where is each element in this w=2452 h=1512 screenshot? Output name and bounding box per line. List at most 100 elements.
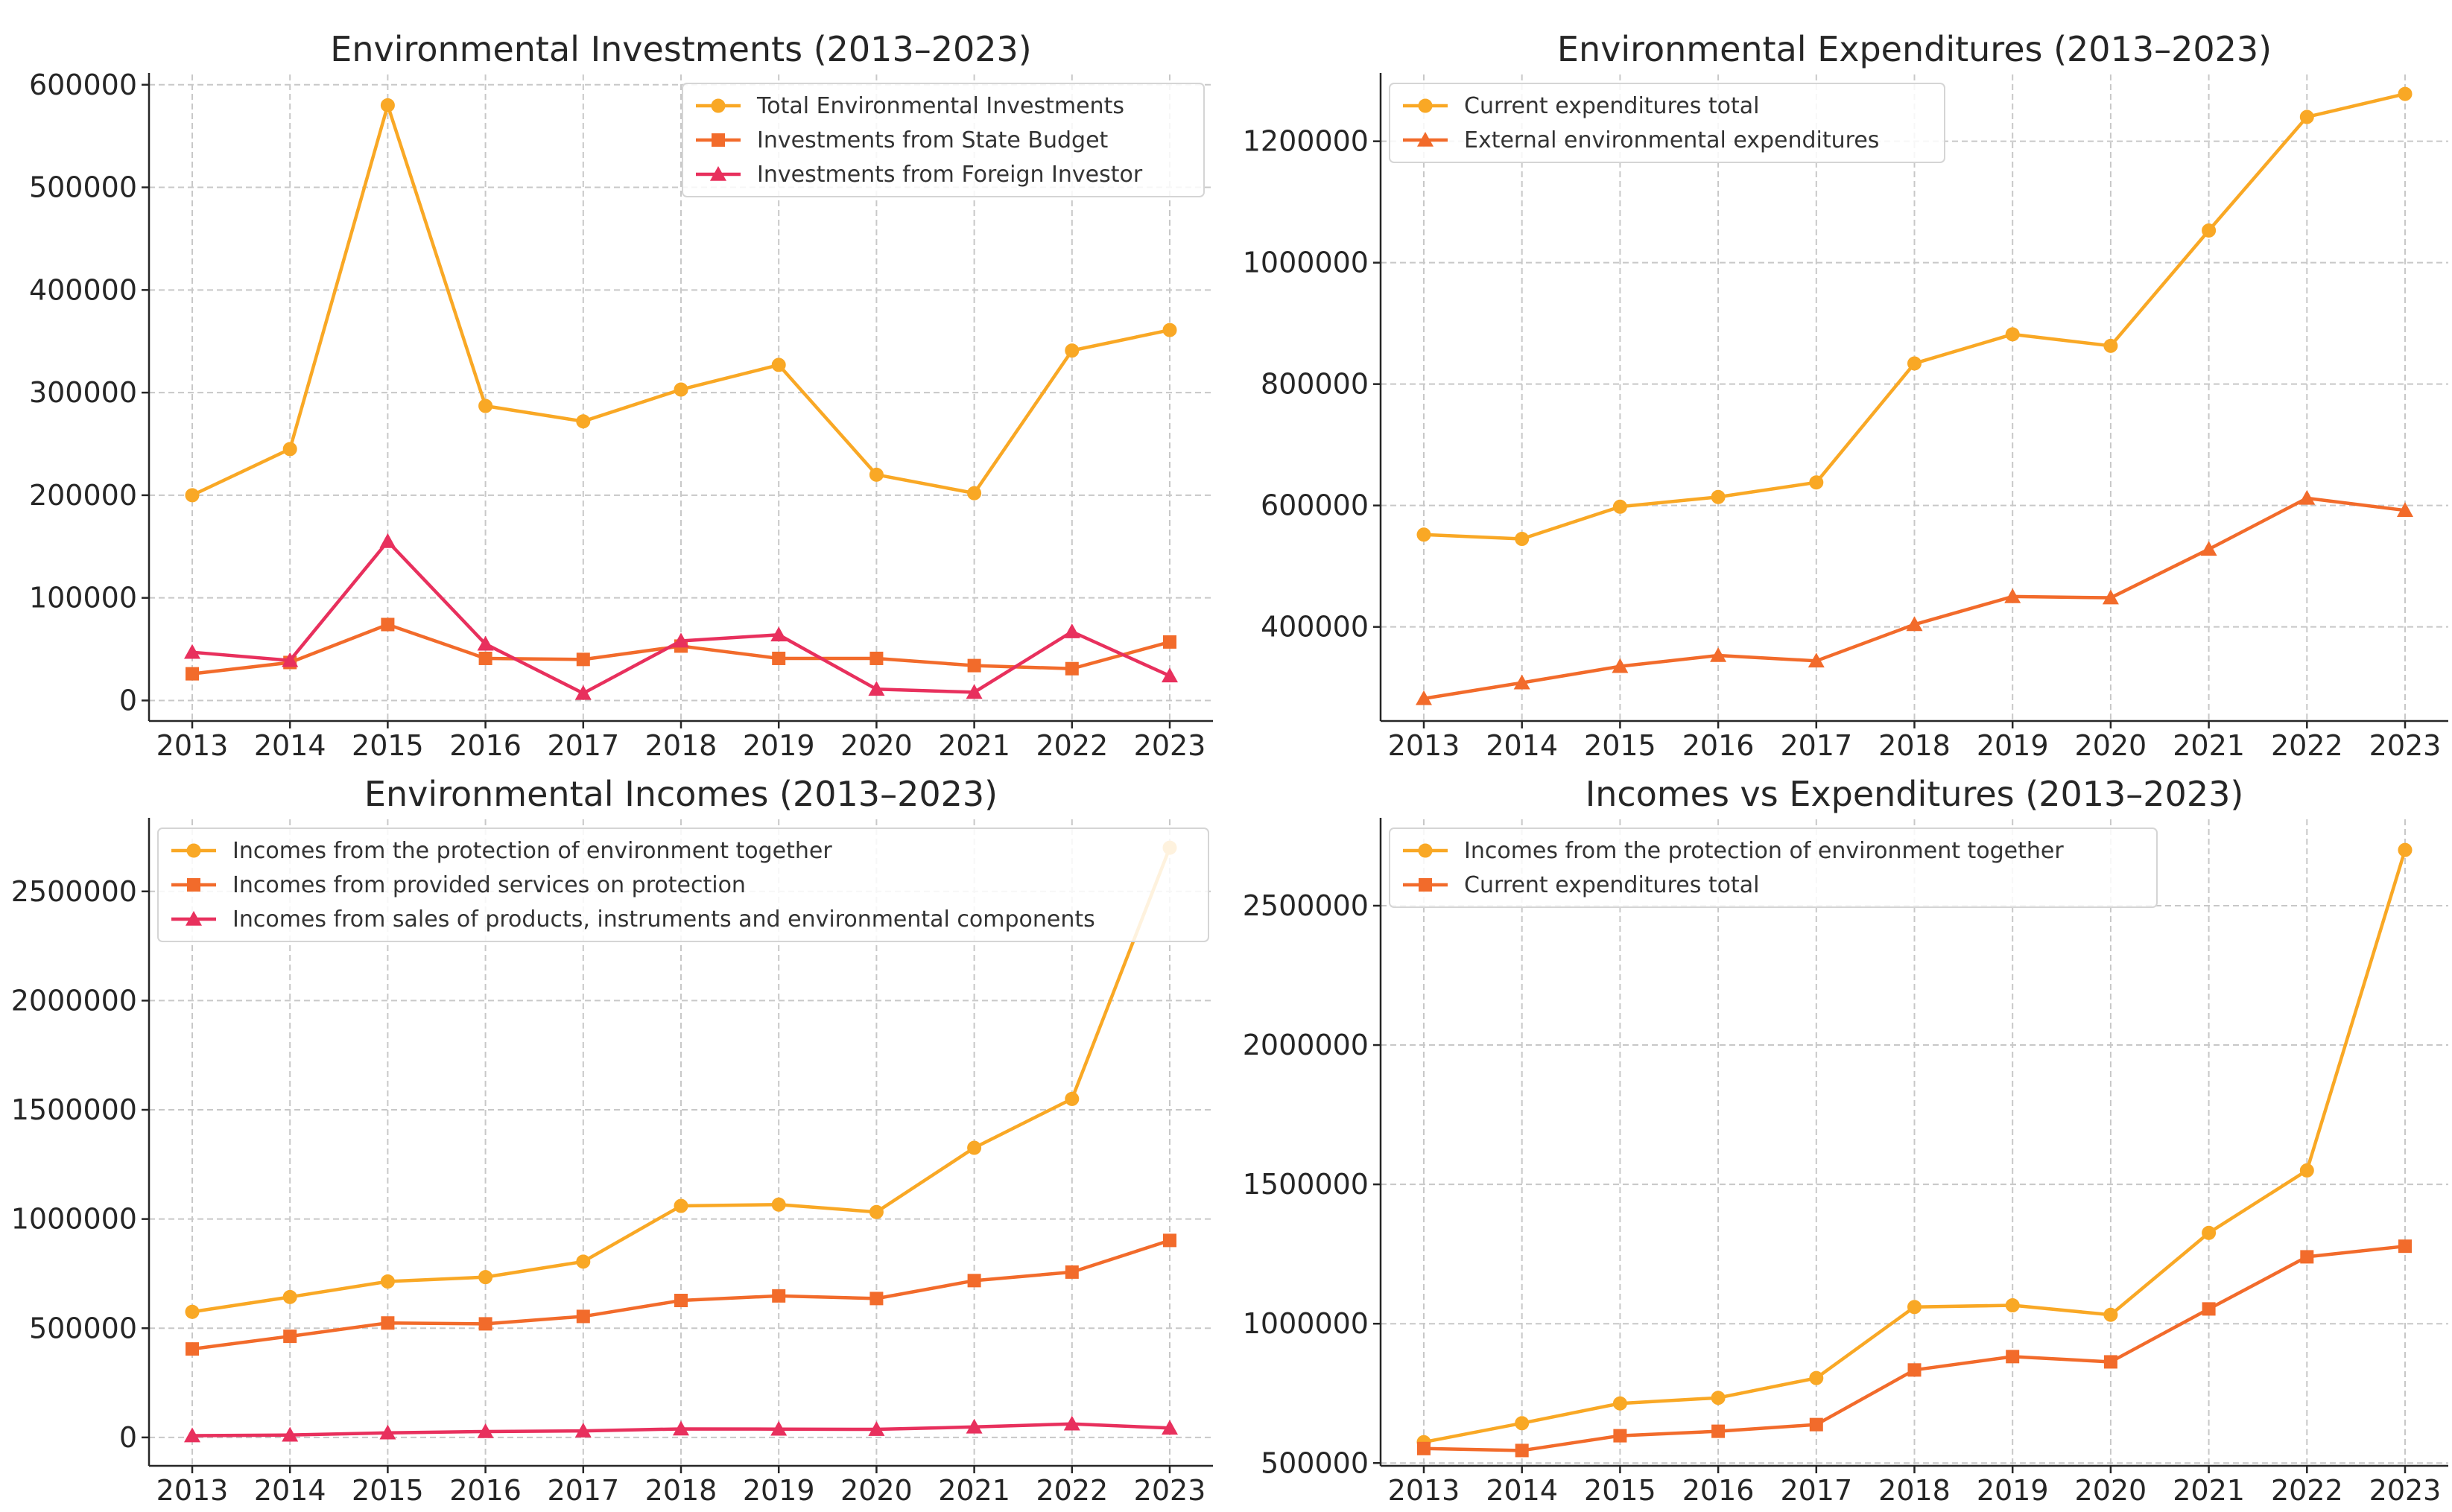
y-tick-label: 600000 [29,69,137,101]
legend-label: Incomes from provided services on protec… [232,872,746,898]
y-tick-label: 2500000 [1243,889,1369,922]
y-tick-label: 0 [119,1421,137,1454]
x-tick-label: 2018 [645,1474,717,1507]
x-tick-label: 2021 [938,729,1010,762]
x-tick-label: 2014 [254,729,326,762]
data-point [1710,647,1727,662]
data-point [2398,86,2413,101]
data-point [869,467,884,482]
data-point [966,1418,983,1434]
legend-label: Current expenditures total [1464,872,1759,898]
data-point [283,1330,297,1344]
chart-title: Incomes vs Expenditures (2013–2023) [1585,774,2244,814]
x-tick-label: 2017 [1780,1474,1852,1507]
x-tick-label: 2019 [1977,1474,2049,1507]
data-point [2102,589,2119,605]
legend-marker [1417,132,1433,147]
x-tick-label: 2021 [2173,1474,2245,1507]
legend-label: Total Environmental Investments [756,93,1124,119]
data-point [674,1294,688,1308]
data-point [1907,1363,1922,1377]
x-tick-label: 2018 [1878,1474,1951,1507]
data-point [2004,588,2021,603]
data-point [2299,109,2314,124]
x-tick-label: 2013 [1388,1474,1460,1507]
data-point [2202,1302,2216,1316]
data-point [2202,223,2217,238]
data-point [1063,623,1080,638]
data-point [1416,527,1431,542]
legend-label: Investments from Foreign Investor [757,162,1143,188]
x-tick-label: 2014 [1486,729,1558,762]
legend-label: Incomes from the protection of environme… [1464,838,2064,864]
data-point [967,1140,982,1155]
y-tick-label: 300000 [29,376,137,409]
legend-label: Incomes from sales of products, instrume… [232,906,1095,933]
data-point [674,382,688,397]
data-point [478,1317,492,1331]
data-point [2200,541,2217,556]
data-point [1065,343,1080,358]
x-tick-label: 2022 [1036,729,1108,762]
legend: Incomes from the protection of environme… [157,828,1209,942]
legend-label: External environmental expenditures [1464,127,1879,153]
legend-marker [187,878,200,892]
data-point [576,652,590,667]
data-point [186,1342,199,1356]
data-point [576,414,591,429]
legend: Incomes from the protection of environme… [1389,828,2158,908]
y-tick-label: 2500000 [11,875,137,908]
data-point [380,98,395,112]
y-tick-label: 1000000 [1243,247,1369,279]
series-orange [1417,1239,2412,1458]
x-tick-label: 2016 [449,1474,522,1507]
x-tick-label: 2023 [2369,1474,2442,1507]
data-point [576,1309,590,1324]
data-point [282,1426,299,1442]
x-tick-label: 2022 [1036,1474,1108,1507]
expenditures-chart: Environmental Expenditures (2013–2023) 40… [1243,29,2448,762]
data-point [1162,667,1178,683]
data-point [574,684,592,700]
data-point [2397,502,2413,517]
data-point [868,681,885,696]
y-tick-label: 1000000 [11,1203,137,1236]
x-tick-label: 2015 [352,729,424,762]
data-point [1907,356,1922,371]
data-point [1711,1424,1726,1438]
data-point [2103,338,2118,353]
x-tick-label: 2023 [2369,729,2442,762]
data-point [1711,1391,1726,1405]
x-tick-label: 2013 [156,1474,229,1507]
data-point [674,1198,688,1213]
x-tick-label: 2023 [1134,729,1206,762]
x-tick-label: 2019 [743,729,815,762]
data-point [673,632,689,648]
data-point [184,1427,200,1443]
y-tick-label: 1000000 [1243,1307,1369,1340]
data-point [1613,1429,1627,1443]
legend-label: Current expenditures total [1464,93,1759,119]
data-point [282,652,299,667]
x-tick-label: 2019 [1977,729,2049,762]
data-point [282,442,297,457]
series-yellow [1416,86,2413,546]
x-tick-label: 2022 [2271,729,2343,762]
legend-marker [712,133,725,147]
data-point [967,658,981,673]
data-point [478,398,493,413]
data-point [185,1304,200,1319]
legend-marker [711,98,726,113]
data-point [868,1421,885,1436]
data-point [1906,616,1923,632]
y-tick-label: 1500000 [11,1093,137,1126]
legend-box [1389,83,1945,163]
x-tick-label: 2016 [1682,1474,1755,1507]
data-point [1065,1091,1080,1106]
legend-marker [1418,843,1433,858]
data-point [1163,635,1176,649]
series-orange [1416,489,2413,705]
x-tick-label: 2020 [840,1474,913,1507]
data-point [2398,842,2413,857]
data-point [184,644,200,659]
